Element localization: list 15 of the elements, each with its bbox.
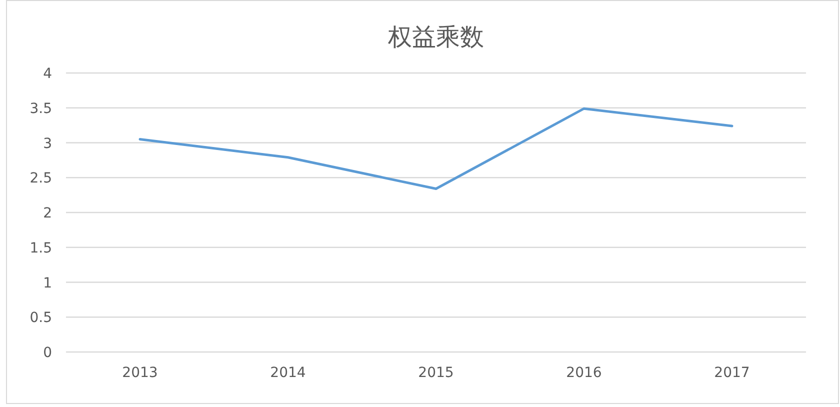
- y-tick-label: 3: [43, 136, 52, 152]
- x-tick-label: 2017: [714, 365, 750, 381]
- y-tick-label: 2: [43, 206, 52, 222]
- y-tick-label: 1: [43, 275, 52, 292]
- x-tick-label: 2013: [122, 365, 158, 381]
- y-tick-label: 3.5: [30, 100, 52, 117]
- x-tick-label: 2016: [566, 365, 602, 381]
- x-tick-label: 2014: [270, 365, 306, 381]
- y-tick-label: 0: [43, 345, 52, 361]
- y-tick-label: 2.5: [30, 170, 52, 187]
- y-tick-label: 1.5: [30, 240, 52, 256]
- title: 权益乘数: [388, 23, 484, 51]
- x-tick-label: 2015: [418, 365, 454, 381]
- y-tick-label: 0.5: [30, 310, 52, 326]
- y-tick-label: 4: [43, 66, 52, 82]
